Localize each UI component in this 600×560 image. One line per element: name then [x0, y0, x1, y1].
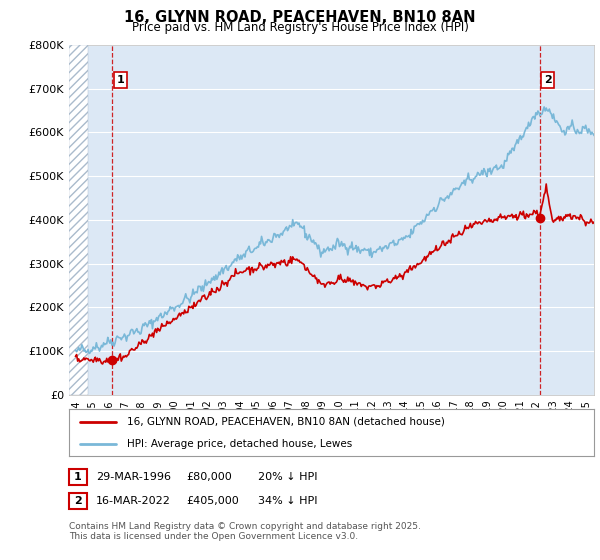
Text: 16, GLYNN ROAD, PEACEHAVEN, BN10 8AN (detached house): 16, GLYNN ROAD, PEACEHAVEN, BN10 8AN (de… — [127, 417, 445, 427]
Text: HPI: Average price, detached house, Lewes: HPI: Average price, detached house, Lewe… — [127, 438, 352, 449]
Text: 29-MAR-1996: 29-MAR-1996 — [96, 472, 171, 482]
Text: Contains HM Land Registry data © Crown copyright and database right 2025.: Contains HM Land Registry data © Crown c… — [69, 522, 421, 531]
Text: This data is licensed under the Open Government Licence v3.0.: This data is licensed under the Open Gov… — [69, 532, 358, 541]
Text: 1: 1 — [116, 75, 124, 85]
Bar — [69, 45, 88, 395]
Text: 20% ↓ HPI: 20% ↓ HPI — [258, 472, 317, 482]
Text: 34% ↓ HPI: 34% ↓ HPI — [258, 496, 317, 506]
Text: 1: 1 — [74, 472, 82, 482]
Bar — [69, 45, 88, 395]
Text: £405,000: £405,000 — [186, 496, 239, 506]
Text: £80,000: £80,000 — [186, 472, 232, 482]
Text: 16-MAR-2022: 16-MAR-2022 — [96, 496, 171, 506]
Text: Price paid vs. HM Land Registry's House Price Index (HPI): Price paid vs. HM Land Registry's House … — [131, 21, 469, 34]
Text: 2: 2 — [74, 496, 82, 506]
Text: 16, GLYNN ROAD, PEACEHAVEN, BN10 8AN: 16, GLYNN ROAD, PEACEHAVEN, BN10 8AN — [124, 10, 476, 25]
Text: 2: 2 — [544, 75, 552, 85]
